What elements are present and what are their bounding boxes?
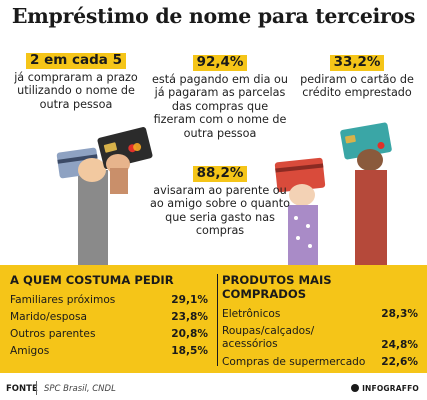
row-label: Outros parentes <box>10 328 96 340</box>
row-value: 18,5% <box>171 345 208 357</box>
row-label: Marido/esposa <box>10 311 87 323</box>
stat-text: está pagando em dia ou já pagaram as par… <box>152 72 288 140</box>
list-item: Amigos 18,5% <box>10 345 208 357</box>
brand-logo: INFOGRAFFO <box>351 384 419 393</box>
stat-highlight: 2 em cada 5 <box>26 53 126 69</box>
list-item: Marido/esposa 23,8% <box>10 311 208 323</box>
list-item: Roupas/calçados/ acessórios 24,8% <box>222 325 418 351</box>
list-item: Familiares próximos 29,1% <box>10 294 208 306</box>
row-value: 28,3% <box>381 308 418 320</box>
source-separator <box>36 381 37 395</box>
source-text: SPC Brasil, CNDL <box>44 384 116 394</box>
row-label: Roupas/calçados/ acessórios <box>222 325 315 350</box>
stat-highlight: 33,2% <box>329 55 385 71</box>
section-heading: PRODUTOS MAIS COMPRADOS <box>222 273 332 301</box>
stat-text: avisaram ao parente ou ao amigo sobre o … <box>150 183 290 238</box>
row-label: Eletrônicos <box>222 308 281 320</box>
stat-borrowed-name: 2 em cada 5 já compraram a prazo utiliza… <box>14 53 138 111</box>
brand-name: INFOGRAFFO <box>362 384 419 393</box>
list-item: Compras de supermercado 22,6% <box>222 356 418 368</box>
stat-highlight: 92,4% <box>192 55 248 71</box>
summary-panel <box>0 265 427 373</box>
stat-text: já compraram a prazo utilizando o nome d… <box>14 70 138 111</box>
section-divider <box>217 274 218 366</box>
row-value: 20,8% <box>171 328 208 340</box>
stat-text: pediram o cartão de crédito emprestado <box>300 72 414 100</box>
stat-paying-on-time: 92,4% está pagando em dia ou já pagaram … <box>150 55 290 140</box>
row-label: Compras de supermercado <box>222 356 366 368</box>
row-value: 24,8% <box>381 339 418 351</box>
hand-holding-card-icon <box>274 157 326 265</box>
brand-icon <box>351 384 360 392</box>
list-item: Outros parentes 20,8% <box>10 328 208 340</box>
stat-warned-relative: 88,2% avisaram ao parente ou ao amigo so… <box>150 166 290 238</box>
stat-highlight: 88,2% <box>192 166 248 182</box>
who-asks-section: A QUEM COSTUMA PEDIR Familiares próximos… <box>10 265 208 362</box>
stat-borrowed-card: 33,2% pediram o cartão de crédito empres… <box>294 55 420 100</box>
section-heading: A QUEM COSTUMA PEDIR <box>10 273 174 287</box>
products-section: PRODUTOS MAIS COMPRADOS Eletrônicos 28,3… <box>222 265 418 373</box>
row-value: 23,8% <box>171 311 208 323</box>
row-label: Amigos <box>10 345 50 357</box>
source-label: FONTE <box>6 384 38 394</box>
hand-holding-card-icon <box>340 122 392 265</box>
credit-card-icon <box>97 127 153 194</box>
row-value: 22,6% <box>381 356 418 368</box>
row-value: 29,1% <box>171 294 208 306</box>
page-title: Empréstimo de nome para terceiros <box>11 4 416 28</box>
illustration-hands-cards <box>56 122 392 265</box>
list-item: Eletrônicos 28,3% <box>222 308 418 320</box>
row-label: Familiares próximos <box>10 294 116 306</box>
footer: FONTE SPC Brasil, CNDL INFOGRAFFO <box>0 376 427 400</box>
hand-holding-card-icon <box>56 147 108 265</box>
